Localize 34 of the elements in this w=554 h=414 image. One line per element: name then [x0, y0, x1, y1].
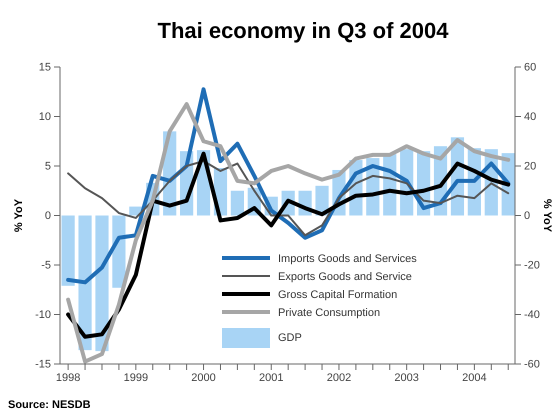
y2-axis-title: % YoY [541, 198, 553, 233]
y-tick-label: 10 [38, 111, 51, 124]
x-tick-label: 1999 [124, 372, 148, 384]
x-tick-label: 2001 [259, 372, 284, 384]
y2-tick-label: 60 [524, 62, 536, 74]
x-tick-label: 2002 [326, 372, 352, 384]
source-note: Source: NESDB [8, 399, 91, 411]
legend-label: Private Consumption [278, 307, 380, 319]
line-series [66, 102, 510, 364]
x-tick-label: 2003 [394, 372, 419, 384]
x-tick-label: 2000 [191, 372, 216, 384]
y-tick-label: -5 [41, 260, 51, 272]
y2-tick-label: -60 [524, 358, 540, 371]
y-tick-label: 5 [44, 160, 51, 173]
x-tick-label: 2004 [462, 372, 487, 384]
legend-label: Exports Goods and Service [278, 271, 412, 283]
chart-title: Thai economy in Q3 of 2004 [158, 18, 450, 43]
legend-label: Imports Goods and Services [278, 253, 418, 265]
y2-tick-label: 20 [524, 160, 536, 173]
y-tick-label: 15 [38, 62, 51, 74]
y-tick-label: 0 [44, 210, 51, 222]
legend-label: Gross Capital Formation [278, 289, 398, 301]
y2-tick-label: -40 [524, 309, 540, 322]
bar [230, 190, 244, 216]
legend-label: GDP [278, 332, 302, 344]
y2-tick-label: 40 [524, 111, 536, 124]
y-tick-label: -10 [35, 309, 51, 322]
y2-tick-label: 0 [524, 210, 530, 222]
y-axis-title: % YoY [13, 198, 25, 232]
line-series [67, 160, 510, 236]
bar [62, 216, 75, 286]
y2-tick-label: -20 [524, 260, 540, 272]
y-tick-label: -15 [35, 358, 51, 371]
x-tick-label: 1998 [56, 372, 80, 384]
